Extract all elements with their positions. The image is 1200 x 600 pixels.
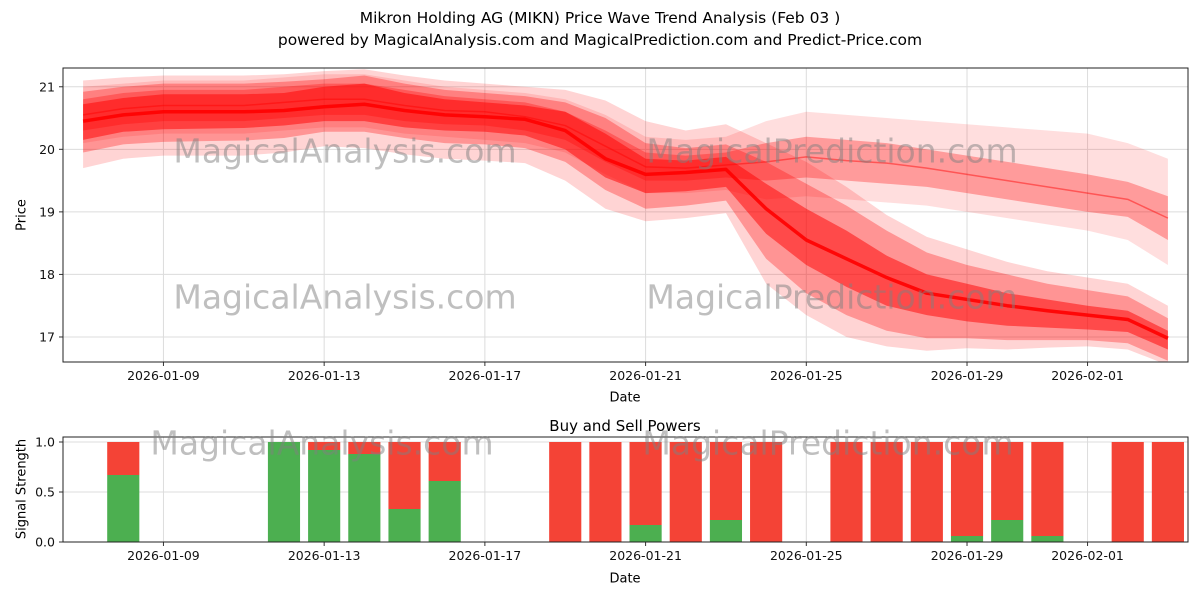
buy-bar [267,442,301,542]
signal-yaxis-label: Signal Strength [14,438,30,540]
sell-bar [1111,442,1144,542]
signal-bars [107,442,1184,542]
sell-bar [950,442,984,536]
svg-text:0.5: 0.5 [35,485,55,500]
svg-text:0.0: 0.0 [35,535,55,550]
price-fan [82,69,1169,362]
sell-bar [709,442,743,520]
sell-bar [107,442,140,475]
svg-text:2026-01-21: 2026-01-21 [609,368,682,383]
svg-text:21: 21 [39,79,55,94]
svg-text:2026-01-09: 2026-01-09 [127,368,200,383]
price-xaxis-label: Date [609,390,641,406]
buy-bar [629,525,662,542]
sell-bar [750,442,783,542]
svg-text:2026-02-01: 2026-02-01 [1051,548,1124,563]
price-yaxis-label: Price [14,199,30,231]
figure-subtitle: powered by MagicalAnalysis.com and Magic… [277,31,923,49]
svg-text:2026-01-13: 2026-01-13 [288,548,361,563]
sell-bar [428,442,461,481]
svg-text:20: 20 [39,142,55,157]
sell-bar [629,442,662,525]
power-chart-title: Buy and Sell Powers [549,417,701,435]
sell-bar [910,442,943,542]
buy-bar [107,475,140,542]
sell-bar [589,442,622,542]
svg-text:1.0: 1.0 [35,435,55,450]
svg-text:2026-01-29: 2026-01-29 [931,368,1004,383]
title-block: Mikron Holding AG (MIKN) Price Wave Tren… [0,7,1200,51]
svg-text:19: 19 [39,204,55,219]
median-line [82,102,1169,340]
power-xaxis-label: Date [609,571,641,587]
svg-text:2026-01-25: 2026-01-25 [770,368,843,383]
upper-scenario-line [82,98,1169,219]
sell-bar [830,442,863,542]
svg-text:18: 18 [39,267,55,282]
buy-bar [709,520,743,542]
buy-bar [428,481,461,542]
buy-bar [1031,536,1064,542]
sell-bar [669,442,702,542]
buy-bar [348,454,381,542]
sell-bar [549,442,582,542]
buy-bar [388,509,421,542]
svg-text:2026-01-17: 2026-01-17 [449,368,522,383]
svg-text:2026-02-01: 2026-02-01 [1051,368,1124,383]
sell-bar [870,442,903,542]
plot-border [62,436,1189,543]
figure-title: Mikron Holding AG (MIKN) Price Wave Tren… [359,9,841,27]
svg-text:2026-01-29: 2026-01-29 [931,548,1004,563]
svg-text:2026-01-25: 2026-01-25 [770,548,843,563]
buy-bar [950,536,984,542]
buy-bar [308,450,341,542]
svg-text:2026-01-13: 2026-01-13 [288,368,361,383]
svg-text:17: 17 [39,329,55,344]
svg-text:2026-01-21: 2026-01-21 [609,548,682,563]
sell-bar [991,442,1024,520]
sell-bar [308,442,341,450]
sell-bar [348,442,381,454]
plot-border [62,67,1189,363]
svg-text:2026-01-09: 2026-01-09 [127,548,200,563]
sell-bar [1151,442,1184,542]
sell-bar [388,442,421,509]
buy-bar [991,520,1024,542]
svg-text:2026-01-17: 2026-01-17 [449,548,522,563]
sell-bar [1031,442,1064,536]
